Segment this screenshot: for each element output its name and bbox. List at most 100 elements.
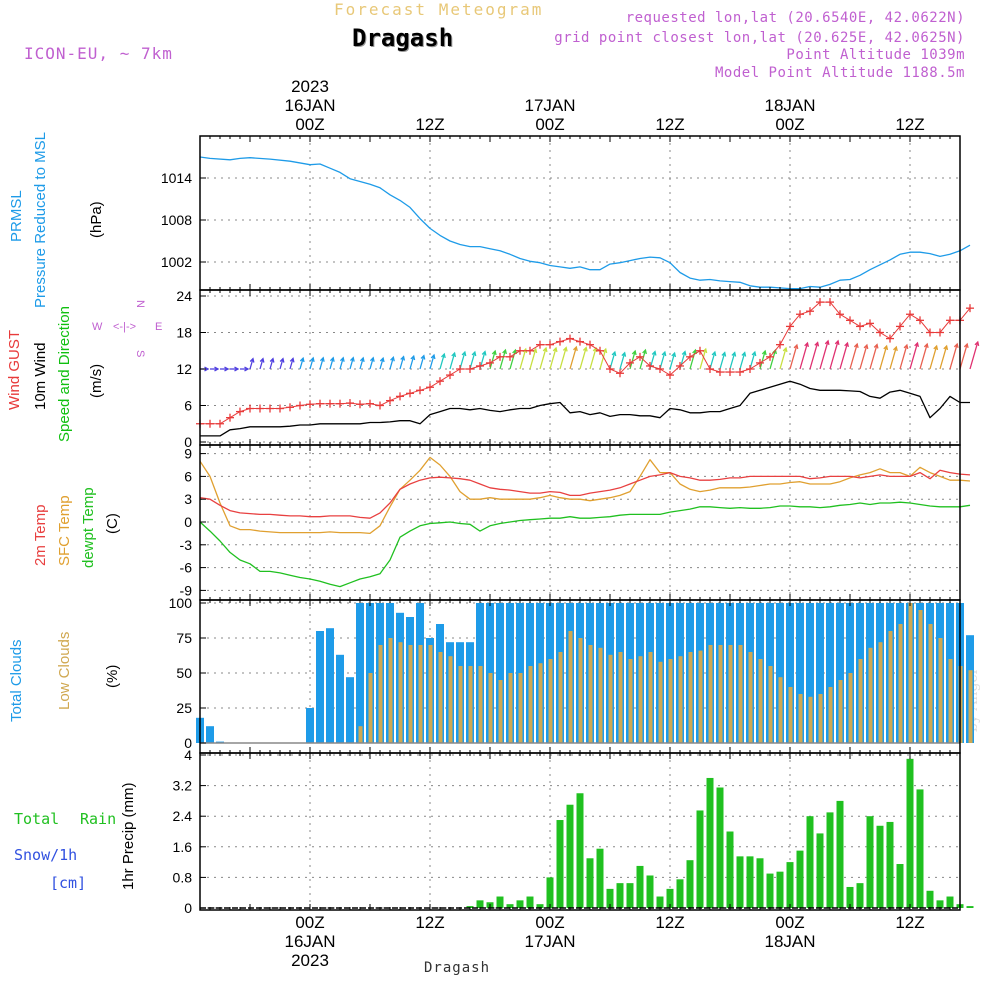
wind-arrow-head	[299, 356, 305, 363]
low-cloud-bar	[538, 663, 543, 743]
y-tick-label-clouds: 25	[176, 700, 192, 716]
y-tick-label-clouds: 100	[169, 595, 193, 611]
low-cloud-bar	[428, 645, 433, 743]
bottom-time-label: 18JAN	[764, 932, 815, 951]
wind-arrow-head	[259, 357, 265, 363]
total-cloud-bar	[756, 603, 764, 743]
rain-bar	[916, 789, 924, 908]
low-cloud-bar	[598, 647, 603, 743]
chart-title: Forecast Meteogram	[334, 0, 544, 19]
total-cloud-bar	[316, 631, 324, 743]
wind-arrow	[319, 357, 324, 370]
requested-coords: requested lon,lat (20.6540E, 42.0622N)	[625, 10, 965, 26]
wind-arrow	[599, 348, 607, 370]
rain-bar	[506, 904, 514, 908]
rain-bar	[856, 883, 864, 908]
wind-arrow	[539, 347, 547, 370]
total-cloud-bar	[716, 603, 724, 743]
wind-arrow-head	[793, 343, 799, 350]
total-cloud-bar	[766, 603, 774, 743]
total-cloud-bar	[666, 603, 674, 743]
wind-arrow-head	[651, 350, 657, 356]
rain-bar	[636, 865, 644, 908]
top-time-label: 17JAN	[524, 96, 575, 115]
wind-arrow	[839, 342, 849, 370]
wind-arrow	[339, 357, 344, 370]
total-cloud-bar	[886, 603, 894, 743]
wind-arrow	[969, 341, 979, 370]
watermark: by Angel	[965, 669, 981, 732]
total-cloud-bar	[356, 603, 364, 743]
wind-arrow-head	[592, 346, 598, 353]
station-name: Dragash	[352, 24, 454, 52]
wind-arrow-head	[914, 341, 919, 348]
total-cloud-bar	[896, 603, 904, 743]
wind-arrow	[879, 345, 888, 370]
total-cloud-bar	[386, 603, 394, 743]
wind-arrow	[699, 348, 707, 370]
wind-arrow	[549, 347, 557, 370]
total-cloud-bar	[336, 654, 344, 743]
wind-arrow	[479, 351, 486, 370]
low-cloud-bar	[358, 726, 363, 743]
wind-arrow-head	[772, 348, 777, 355]
rain-bar	[756, 858, 764, 908]
low-cloud-bar	[728, 645, 733, 743]
precip-snow-label: Snow/1h	[14, 846, 78, 864]
low-cloud-bar	[508, 673, 513, 743]
rain-bar	[616, 883, 624, 908]
pressure-units: (hPa)	[88, 201, 105, 238]
low-cloud-bar	[618, 652, 623, 743]
top-time-label: 12Z	[415, 115, 444, 134]
low-cloud-bar	[398, 642, 403, 743]
wind-10m-label: 10m Wind	[32, 342, 49, 410]
total-cloud-bar	[486, 603, 494, 743]
y-tick-label-temperature: -3	[180, 537, 193, 553]
wind-arrow	[449, 352, 456, 370]
wind-arrow	[559, 347, 567, 370]
wind-arrow-head	[681, 350, 687, 356]
wind-arrow-head	[611, 350, 617, 357]
rain-bar	[766, 873, 774, 908]
total-cloud-bar	[646, 603, 654, 743]
y-tick-label-precip: 3.2	[173, 778, 193, 794]
low-cloud-bar	[938, 638, 943, 743]
wind-arrow-head	[522, 347, 528, 354]
y-tick-label-temperature: 3	[184, 491, 192, 507]
low-cloud-bar	[838, 680, 843, 743]
rain-bar	[736, 856, 744, 908]
wind-arrow-head	[224, 366, 230, 372]
low-cloud-bar	[688, 652, 693, 743]
wind-arrow-head	[329, 356, 335, 362]
wind-arrow	[859, 344, 868, 370]
rain-bar	[956, 904, 964, 908]
wind-arrow	[619, 352, 626, 370]
wind-arrow-head	[631, 349, 637, 356]
total-cloud-bar	[806, 603, 814, 743]
wind-gust-label: Wind GUST	[6, 329, 23, 410]
wind-arrow	[609, 351, 616, 370]
y-tick-label-temperature: -9	[180, 582, 193, 598]
rain-bar	[466, 906, 474, 908]
wind-arrow-head	[471, 350, 477, 357]
wind-arrow-head	[621, 351, 627, 357]
wind-arrow	[649, 351, 656, 370]
total-cloud-bar	[846, 603, 854, 743]
y-tick-label-pressure: 1014	[161, 170, 192, 186]
total-cloud-bar	[826, 603, 834, 743]
compass-w: W	[92, 321, 103, 333]
wind-arrow	[829, 340, 839, 370]
wind-arrow-head	[853, 342, 859, 349]
wind-arrow-head	[269, 357, 275, 363]
rain-bar	[576, 793, 584, 908]
wind-arrow	[789, 344, 798, 370]
total-cloud-bar	[306, 708, 314, 743]
compass-e: E	[155, 321, 162, 333]
wind-arrow-head	[671, 351, 677, 358]
rain-bar	[806, 816, 814, 908]
wind-arrow	[709, 351, 716, 370]
wind-arrow-head	[721, 351, 727, 357]
rain-bar	[536, 904, 544, 908]
total-cloud-bar	[206, 726, 214, 743]
rain-bar	[586, 858, 594, 908]
